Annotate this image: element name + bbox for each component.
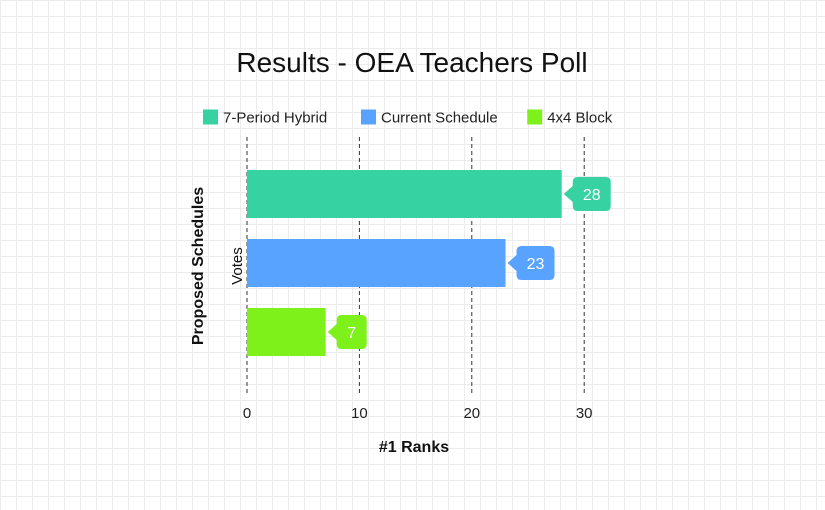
data-label-0: 28 bbox=[583, 187, 601, 204]
legend-swatch-1 bbox=[361, 109, 376, 125]
bar-2 bbox=[247, 308, 326, 356]
data-label-2: 7 bbox=[347, 325, 356, 342]
legend-swatch-0 bbox=[203, 109, 218, 125]
y-axis-title: Proposed Schedules bbox=[190, 187, 207, 345]
data-label-bubble-2 bbox=[327, 315, 367, 349]
bars bbox=[247, 170, 562, 356]
x-tick-label-3: 30 bbox=[576, 405, 593, 422]
chart-title: Results - OEA Teachers Poll bbox=[236, 47, 587, 78]
y-series-label: Votes bbox=[229, 247, 246, 285]
legend-label-2: 4x4 Block bbox=[547, 110, 613, 127]
x-axis-ticks: 0 10 20 30 bbox=[243, 405, 593, 422]
data-label-1: 23 bbox=[527, 256, 545, 273]
x-tick-label-0: 0 bbox=[243, 405, 251, 422]
x-tick-label-1: 10 bbox=[351, 405, 368, 422]
legend-label-1: Current Schedule bbox=[381, 110, 498, 127]
bar-0 bbox=[247, 170, 562, 218]
legend-swatch-2 bbox=[527, 109, 543, 125]
data-labels: 28 23 7 bbox=[327, 177, 611, 349]
data-label-bubble-0 bbox=[563, 177, 611, 211]
x-axis-title: #1 Ranks bbox=[379, 439, 449, 456]
x-tick-label-2: 20 bbox=[463, 405, 480, 422]
legend-label-0: 7-Period Hybrid bbox=[223, 110, 327, 127]
bar-1 bbox=[247, 239, 506, 287]
data-label-bubble-1 bbox=[507, 246, 555, 280]
legend: 7-Period Hybrid Current Schedule 4x4 Block bbox=[203, 109, 613, 127]
